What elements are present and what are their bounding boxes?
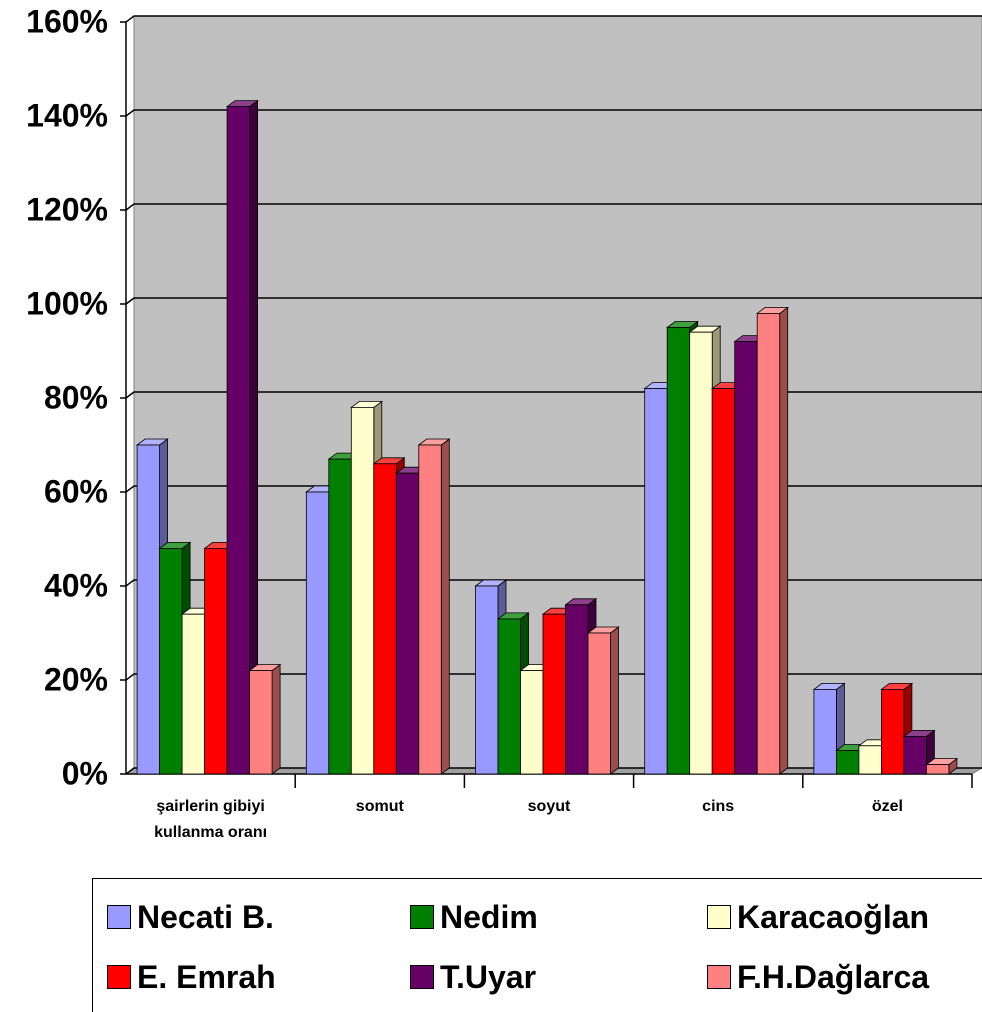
legend-swatch bbox=[410, 905, 434, 929]
bar bbox=[395, 472, 420, 775]
legend-entry: Nedim bbox=[410, 899, 538, 935]
bar bbox=[734, 341, 758, 775]
y-tick-label: 140% bbox=[26, 97, 108, 133]
bar-side bbox=[271, 663, 281, 775]
legend-label: Karacaoğlan bbox=[737, 899, 930, 935]
bar bbox=[666, 327, 691, 775]
bar-side bbox=[440, 438, 450, 775]
y-tick-label: 0% bbox=[62, 755, 108, 791]
legend: Necati B. Nedim Karacaoğlan E. Emrah T.Uyar F… bbox=[92, 878, 982, 1012]
bar bbox=[542, 613, 566, 775]
bar bbox=[328, 458, 352, 775]
bar bbox=[756, 312, 781, 775]
y-tick-label: 40% bbox=[44, 567, 108, 603]
y-tick-label: 80% bbox=[44, 379, 108, 415]
bar bbox=[587, 632, 611, 775]
bar bbox=[858, 745, 882, 775]
legend-swatch bbox=[410, 965, 434, 989]
legend-swatch bbox=[707, 905, 731, 929]
legend-label: Necati B. bbox=[137, 899, 274, 935]
bar bbox=[565, 604, 589, 775]
legend-entry: F.H.Dağlarca bbox=[707, 959, 929, 995]
legend-label: T.Uyar bbox=[440, 959, 537, 995]
bar bbox=[644, 388, 668, 775]
bar bbox=[813, 689, 837, 775]
bar bbox=[305, 491, 330, 775]
bar bbox=[181, 613, 206, 775]
legend-entry: Necati B. bbox=[107, 899, 274, 935]
bar bbox=[159, 548, 183, 775]
bar bbox=[350, 406, 375, 775]
y-tick-label: 100% bbox=[26, 285, 108, 321]
bar bbox=[373, 463, 397, 775]
bar bbox=[926, 764, 950, 775]
legend-label: E. Emrah bbox=[137, 959, 276, 995]
grid-line bbox=[125, 203, 982, 211]
bar bbox=[136, 444, 161, 775]
legend-entry: T.Uyar bbox=[410, 959, 536, 995]
bar bbox=[520, 670, 544, 775]
x-tick-label: somut bbox=[355, 798, 404, 815]
y-tick-label: 20% bbox=[44, 661, 108, 697]
legend-swatch bbox=[107, 965, 131, 989]
bar bbox=[711, 388, 736, 775]
bar bbox=[249, 670, 273, 775]
bar bbox=[226, 106, 251, 775]
grid-line bbox=[125, 297, 982, 305]
x-tick-label: şairlerin gibiyi kullanma oranı bbox=[154, 798, 268, 841]
bar bbox=[418, 444, 442, 775]
x-tick-label: cins bbox=[702, 798, 735, 815]
bar bbox=[836, 750, 860, 775]
grid-line bbox=[125, 15, 982, 23]
bar bbox=[903, 736, 927, 775]
legend-label: F.H.Dağlarca bbox=[737, 959, 930, 995]
grid-line bbox=[125, 109, 982, 117]
bar bbox=[689, 331, 713, 775]
y-tick-label: 160% bbox=[26, 3, 108, 39]
legend-swatch bbox=[107, 905, 131, 929]
y-tick-label: 60% bbox=[44, 473, 108, 509]
bar-side bbox=[779, 306, 789, 775]
bar-side bbox=[610, 626, 619, 775]
bar bbox=[475, 585, 499, 775]
bar bbox=[204, 548, 228, 775]
legend-entry: E. Emrah bbox=[107, 959, 276, 995]
legend-entry: Karacaoğlan bbox=[707, 899, 929, 935]
x-tick-label: özel bbox=[871, 798, 903, 815]
bar bbox=[881, 689, 905, 775]
x-tick-label: soyut bbox=[527, 798, 571, 815]
legend-label: Nedim bbox=[440, 899, 538, 935]
bar bbox=[497, 618, 521, 775]
y-tick-label: 120% bbox=[26, 191, 108, 227]
legend-swatch bbox=[707, 965, 731, 989]
